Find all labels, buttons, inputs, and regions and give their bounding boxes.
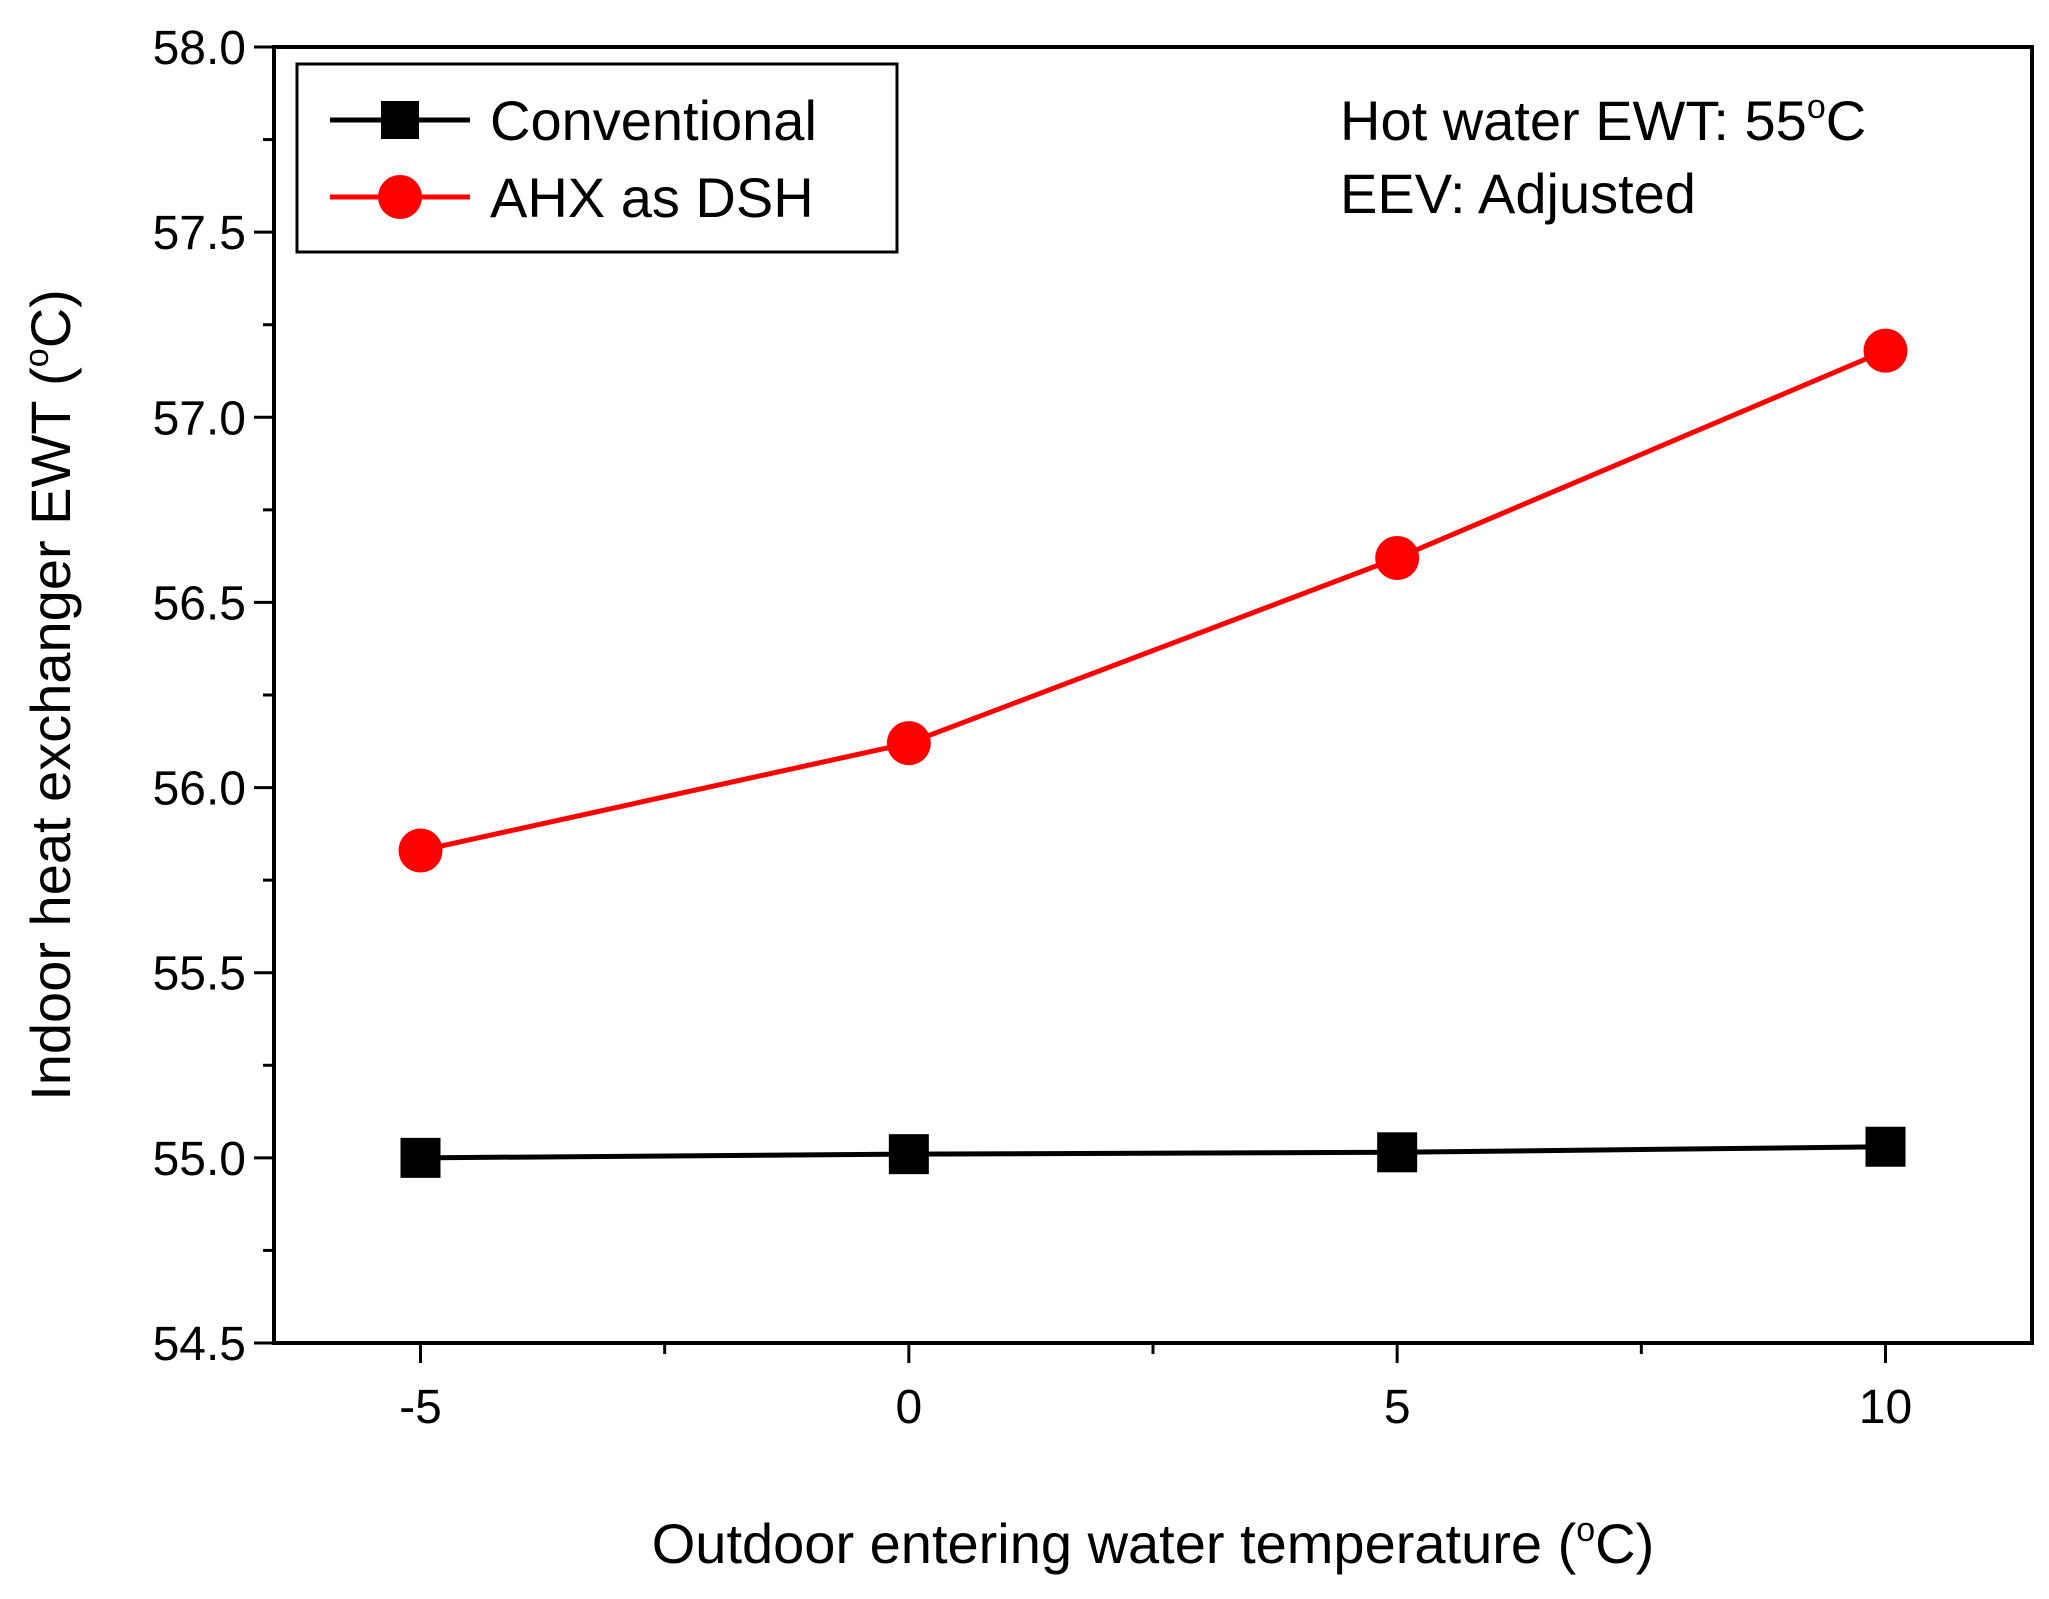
y-axis-ticks: 54.5 55.0 55.5 56.0 56.5 57.0 57.5 58.0 xyxy=(153,22,274,1371)
x-tick-label: 5 xyxy=(1384,1381,1411,1434)
series-layer xyxy=(398,328,1908,1178)
y-tick-label: 57.5 xyxy=(153,207,246,260)
data-point-conventional xyxy=(400,1137,441,1178)
x-tick-label: -5 xyxy=(399,1381,442,1434)
x-axis-title: Outdoor entering water temperature (oC) xyxy=(652,1511,1654,1575)
x-axis-title-sup: o xyxy=(1576,1511,1595,1549)
x-axis-title-end: C) xyxy=(1595,1512,1654,1575)
plot-area xyxy=(272,45,2034,1345)
data-point-ahx-as-dsh xyxy=(1375,535,1420,580)
y-axis-title-end: C) xyxy=(19,289,82,348)
y-tick-label: 55.0 xyxy=(153,1133,246,1186)
annotation-unit: C xyxy=(1826,89,1866,152)
annotation-hot-water-ewt: Hot water EWT: 55oC xyxy=(1340,88,1866,152)
annotation-eev: EEV: Adjusted xyxy=(1340,162,1696,225)
x-axis-ticks: -5 0 5 10 xyxy=(399,1343,1912,1434)
legend-box xyxy=(295,62,899,254)
data-point-conventional xyxy=(1865,1126,1906,1167)
y-axis-title-sup: o xyxy=(18,348,56,367)
x-axis-title-text: Outdoor entering water temperature ( xyxy=(652,1512,1577,1575)
annotation-degree-sup: o xyxy=(1807,88,1826,126)
y-tick-label: 57.0 xyxy=(153,392,246,445)
legend-label-ahx: AHX as DSH xyxy=(490,166,814,229)
data-point-ahx-as-dsh xyxy=(398,828,443,873)
x-tick-label: 10 xyxy=(1859,1381,1912,1434)
y-tick-label: 55.5 xyxy=(153,948,246,1001)
x-tick-label: 0 xyxy=(895,1381,922,1434)
series-line-conventional xyxy=(420,1144,1886,1161)
series-line-ahx-as-dsh xyxy=(419,348,1887,853)
y-tick-label: 58.0 xyxy=(153,22,246,75)
legend-label-conventional: Conventional xyxy=(490,89,817,152)
data-point-conventional xyxy=(1377,1132,1418,1173)
legend-marker-conventional xyxy=(381,101,419,139)
y-axis-title-text: Indoor heat exchanger EWT ( xyxy=(19,367,82,1101)
y-tick-label: 56.5 xyxy=(153,577,246,630)
legend: Conventional AHX as DSH xyxy=(295,62,899,254)
data-point-ahx-as-dsh xyxy=(886,721,931,766)
annotation-hot-water-ewt-text: Hot water EWT: 55 xyxy=(1340,89,1807,152)
y-axis-title: Indoor heat exchanger EWT (oC) xyxy=(18,289,82,1101)
data-point-ahx-as-dsh xyxy=(1863,328,1908,373)
y-tick-label: 56.0 xyxy=(153,763,246,816)
legend-marker-ahx xyxy=(378,175,422,219)
data-point-conventional xyxy=(888,1134,929,1175)
y-tick-label: 54.5 xyxy=(153,1318,246,1371)
